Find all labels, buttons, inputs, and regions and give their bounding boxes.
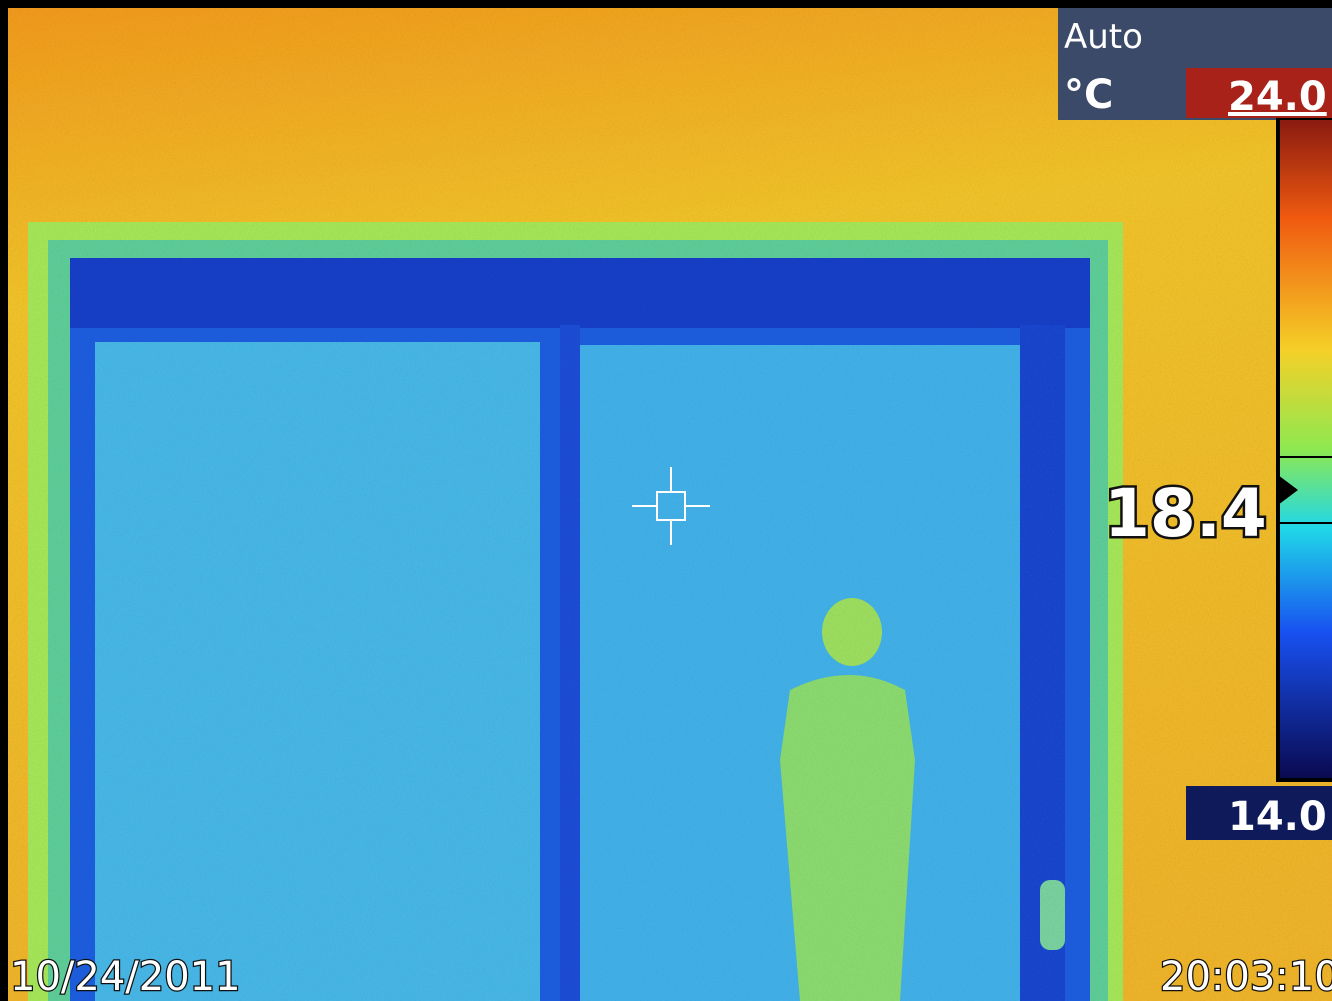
min-box [1186,786,1332,840]
color-bar [1280,120,1332,778]
max-box [1186,68,1332,118]
spot-marker [1278,475,1298,505]
max-label: 24.0 [1228,74,1327,120]
unit-label: °C [1064,72,1113,118]
spot-value: 18.4 [1104,475,1267,552]
date-label: 10/24/2011 [10,954,241,1000]
crosshair [632,467,710,545]
min-label: 14.0 [1228,794,1327,840]
time-label: 20:03:10 [1160,954,1332,1000]
mode-label: Auto [1064,17,1143,57]
